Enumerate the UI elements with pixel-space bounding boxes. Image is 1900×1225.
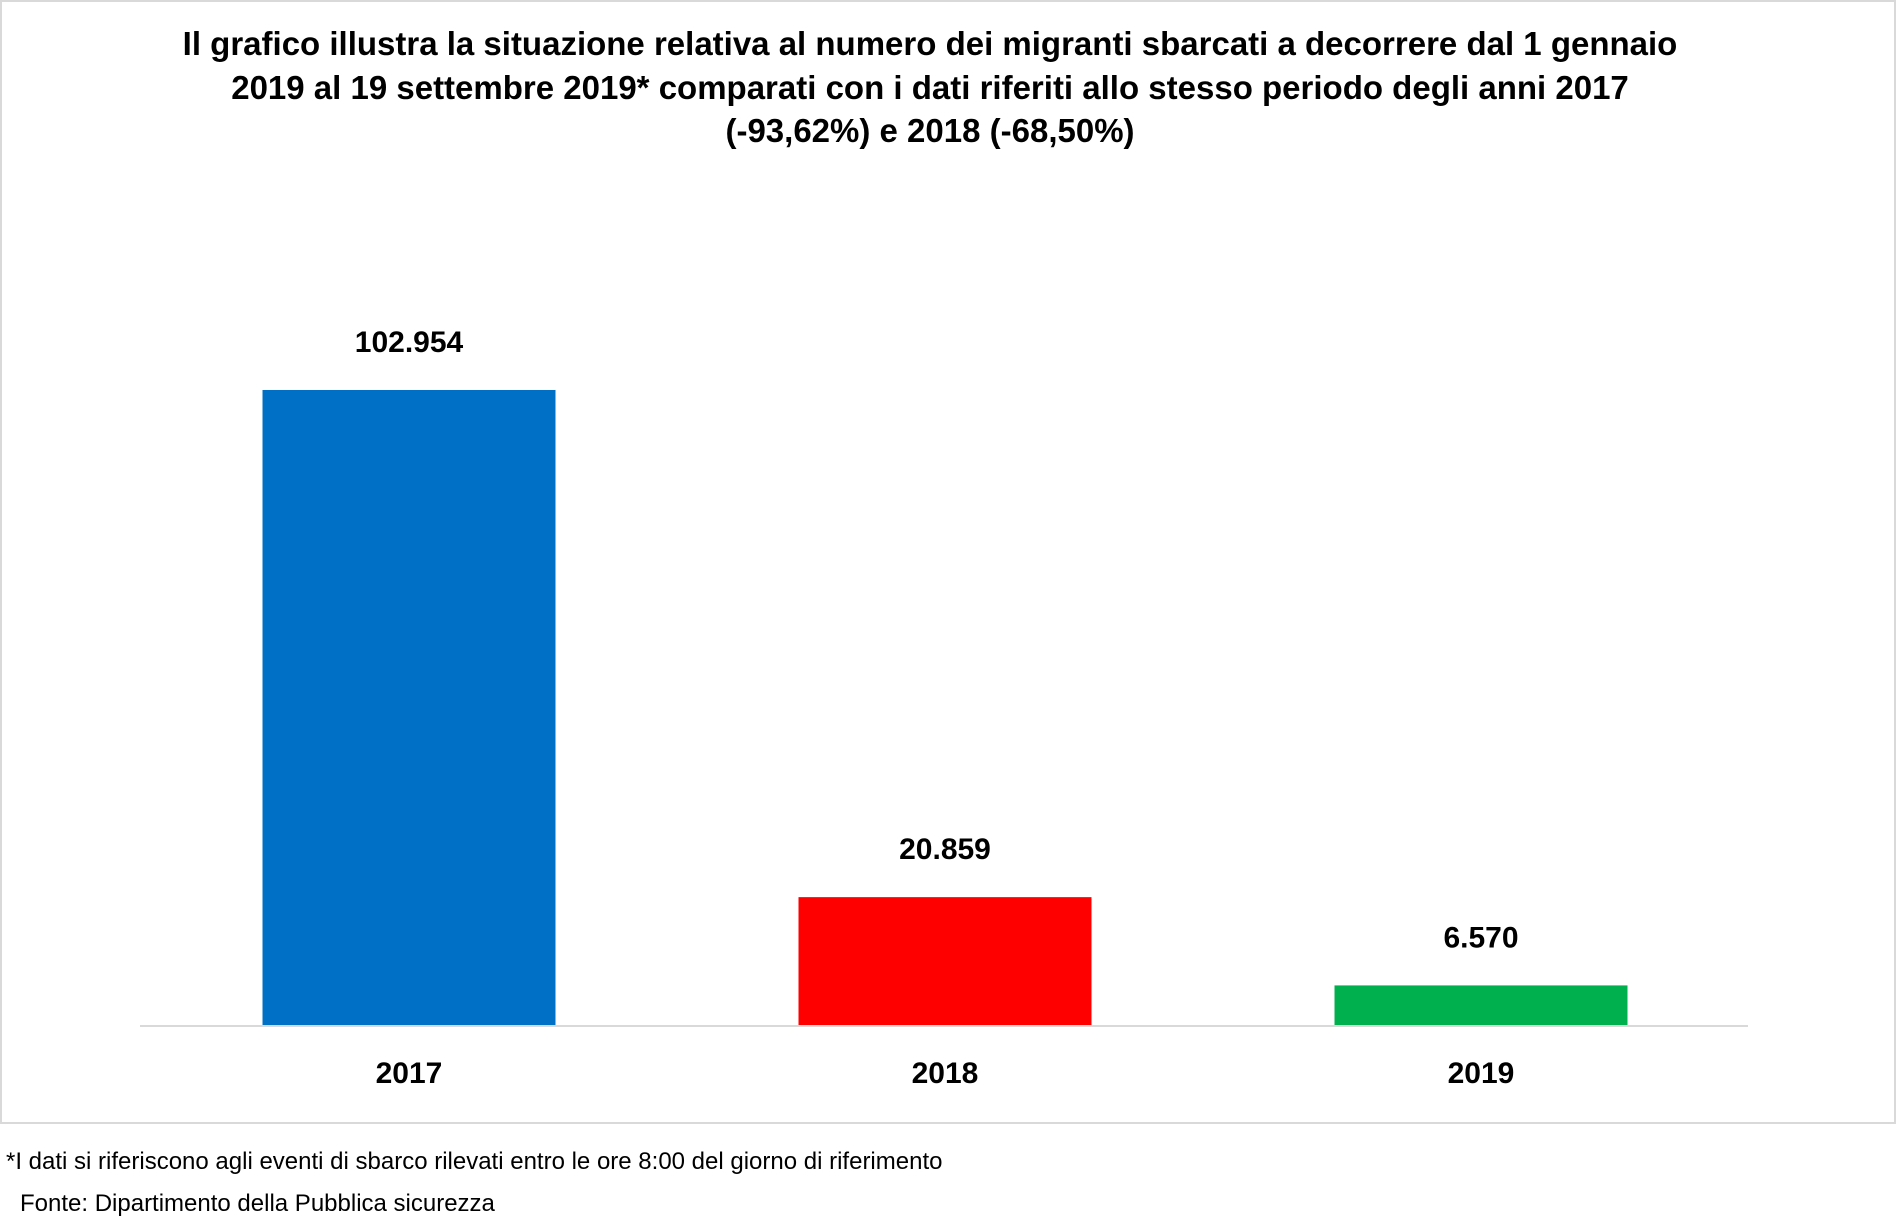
bars-layer <box>262 390 1628 1026</box>
data-label-2019: 6.570 <box>1443 921 1518 954</box>
x-tick-label-2019: 2019 <box>1448 1057 1515 1090</box>
footnote-note: *I dati si riferiscono agli eventi di sb… <box>6 1148 943 1175</box>
labels-layer: 102.954 2017 20.859 2018 6.570 2019 <box>355 326 1519 1090</box>
bar-chart: 102.954 2017 20.859 2018 6.570 2019 <box>140 326 1748 1090</box>
bar-2018 <box>798 897 1092 1026</box>
data-label-2018: 20.859 <box>899 833 991 866</box>
bar-2017 <box>262 390 556 1026</box>
footnote-source: Fonte: Dipartimento della Pubblica sicur… <box>20 1190 495 1217</box>
bar-2019 <box>1334 985 1628 1026</box>
x-tick-label-2017: 2017 <box>376 1057 443 1090</box>
x-tick-label-2018: 2018 <box>912 1057 979 1090</box>
chart-title: Il grafico illustra la situazione relati… <box>182 25 1678 150</box>
data-label-2017: 102.954 <box>355 326 464 359</box>
